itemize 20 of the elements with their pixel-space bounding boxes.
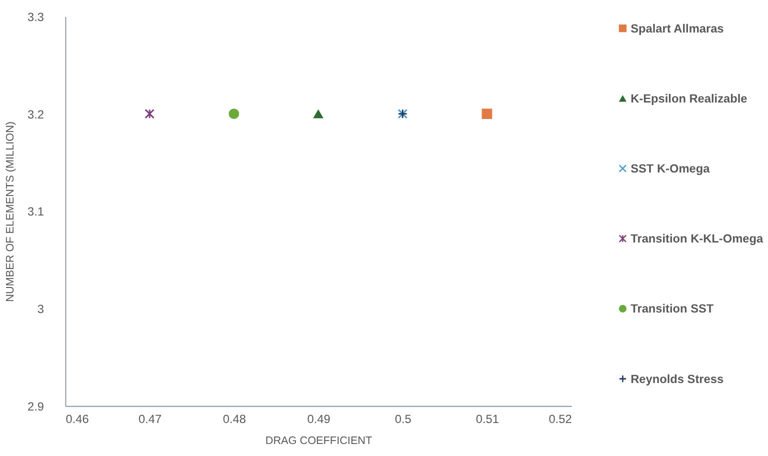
legend-label: K-Epsilon Realizable [630,91,748,106]
y-tick-label: 3 [37,302,44,316]
x-axis-title: DRAG COEFFICIENT [265,434,373,447]
x-tick-label: 0.5 [394,412,412,426]
legend-label: Reynolds Stress [630,372,724,386]
legend-label: Spalart Allmaras [630,21,724,36]
y-tick-label: 2.9 [27,399,44,414]
legend-label: Transition SST [630,302,714,316]
y-axis-title: NUMBER OF ELEMENTS (MILLION) [4,121,17,302]
x-tick-label: 0.47 [138,412,162,426]
x-tick-label: 0.48 [222,412,246,426]
x-tick-label: 0.52 [548,412,572,426]
x-tick-label: 0.49 [307,412,331,426]
y-tick-label: 3.1 [27,204,44,219]
legend-label: Transition K-KL-Omega [630,232,764,246]
x-tick-label: 0.51 [476,412,500,426]
x-tick-label: 0.46 [66,412,90,426]
y-tick-label: 3.2 [27,107,44,122]
y-tick-label: 3.3 [27,10,44,24]
legend-label: SST K-Omega [630,161,710,176]
